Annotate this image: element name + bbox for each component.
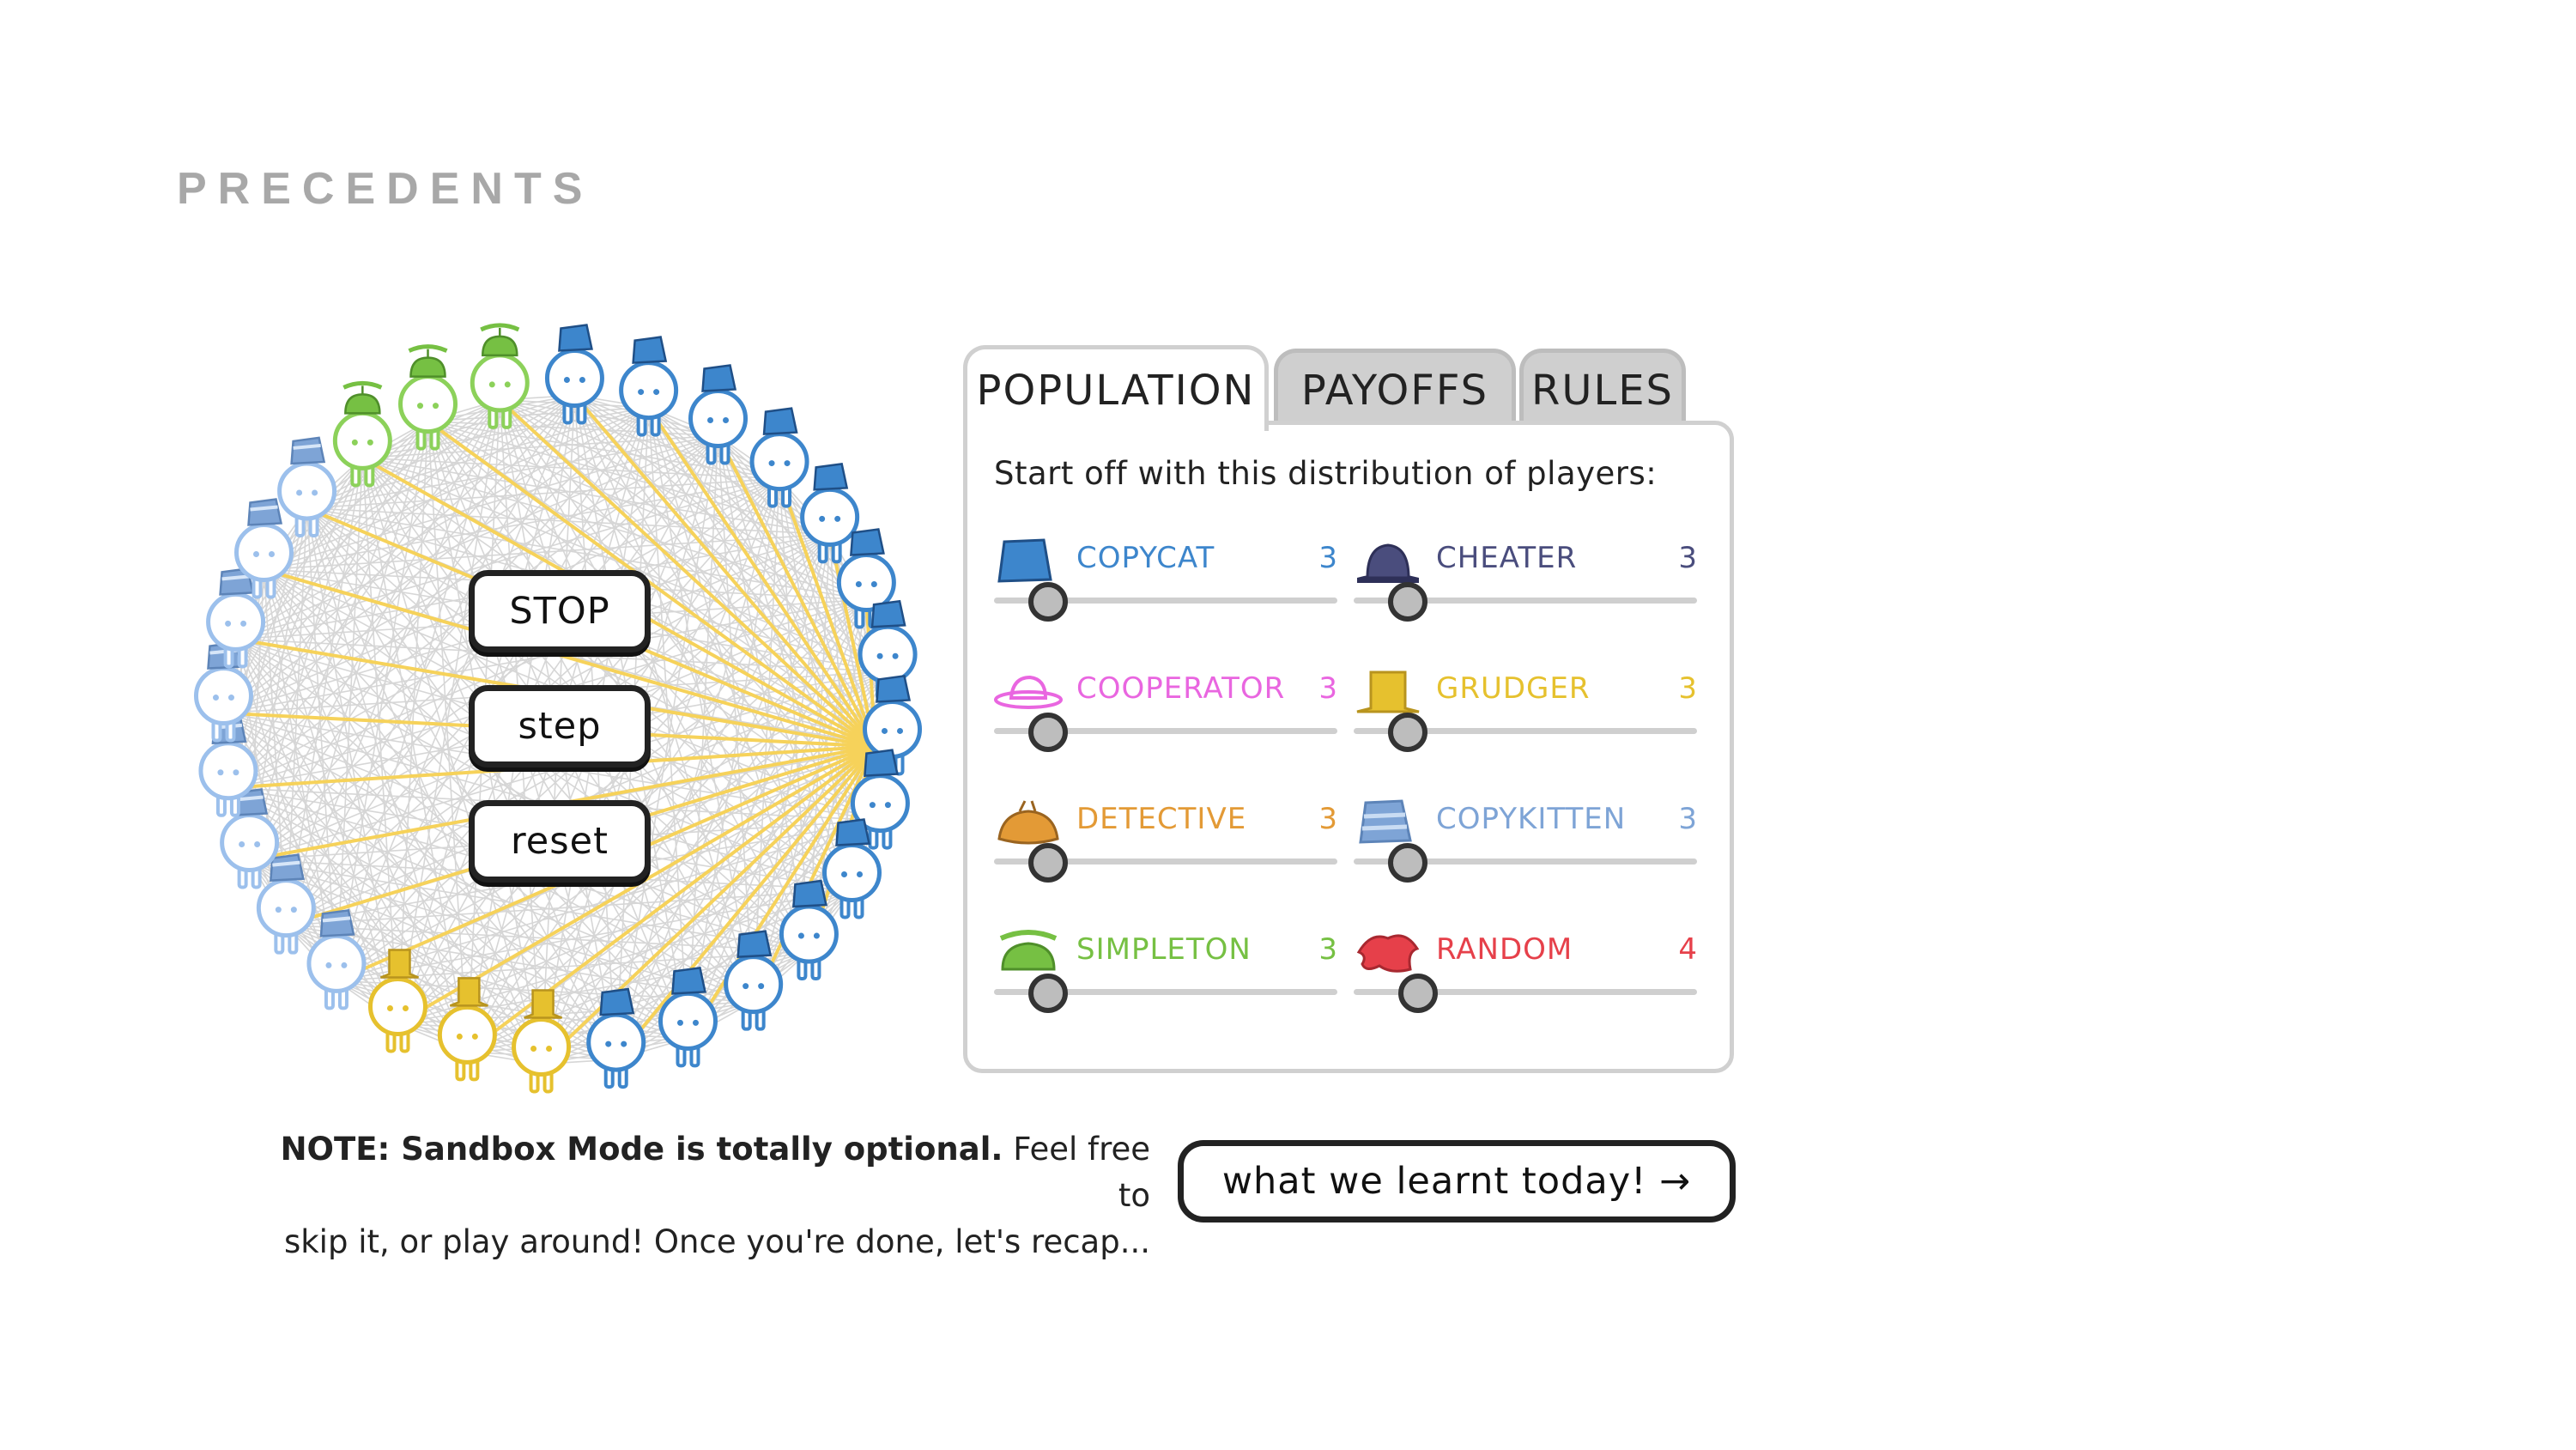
strategy-cooperator: COOPERATOR 3 xyxy=(994,661,1337,781)
tab-population[interactable]: POPULATION xyxy=(963,345,1269,431)
strategy-name: SIMPLETON xyxy=(1076,932,1252,967)
slider-track[interactable] xyxy=(1354,989,1697,995)
player-copycat xyxy=(658,966,718,1068)
slider-track[interactable] xyxy=(1354,598,1697,604)
strategy-count: 3 xyxy=(1678,541,1697,575)
player-copycat xyxy=(619,336,679,437)
strategy-count: 3 xyxy=(1678,802,1697,836)
player-copycat xyxy=(544,324,604,425)
slider-track[interactable] xyxy=(994,728,1337,734)
slider-track[interactable] xyxy=(1354,858,1697,865)
note-line2: skip it, or play around! Once you're don… xyxy=(283,1223,1150,1260)
strategy-cheater: CHEATER 3 xyxy=(1354,531,1697,651)
copycat-hat-icon xyxy=(997,538,1052,583)
slider-handle[interactable] xyxy=(1028,974,1068,1013)
player-copykitten xyxy=(306,909,367,1010)
strategy-copycat: COPYCAT 3 xyxy=(994,531,1337,651)
strategy-count: 3 xyxy=(1678,671,1697,706)
slider-handle[interactable] xyxy=(1028,582,1068,622)
slider-handle[interactable] xyxy=(1028,843,1068,883)
strategy-name: GRUDGER xyxy=(1436,671,1591,706)
cooperator-hat-icon xyxy=(994,675,1063,709)
recap-button[interactable]: what we learnt today! → xyxy=(1178,1140,1736,1222)
player-copycat xyxy=(586,987,646,1089)
slider-handle[interactable] xyxy=(1028,713,1068,752)
player-simpleton xyxy=(398,344,458,451)
player-copycat xyxy=(800,462,860,564)
panel-intro-text: Start off with this distribution of play… xyxy=(994,455,1658,492)
player-copycat xyxy=(779,879,839,981)
player-copykitten xyxy=(277,436,337,537)
player-copycat xyxy=(749,407,809,508)
slider-track[interactable] xyxy=(994,989,1337,995)
strategy-count: 3 xyxy=(1318,802,1337,836)
reset-button[interactable]: reset xyxy=(469,800,651,883)
player-grudger xyxy=(367,949,427,1053)
slider-handle[interactable] xyxy=(1388,582,1427,622)
player-copycat xyxy=(822,818,882,919)
player-simpleton xyxy=(470,323,530,429)
player-copykitten xyxy=(256,853,316,955)
simpleton-hat-icon xyxy=(999,930,1058,971)
player-grudger xyxy=(437,977,497,1082)
grudger-hat-icon xyxy=(1356,670,1420,713)
strategy-simpleton: SIMPLETON 3 xyxy=(994,922,1337,1042)
strategy-name: DETECTIVE xyxy=(1076,802,1247,836)
random-hat-icon xyxy=(1356,934,1420,973)
strategy-count: 4 xyxy=(1678,932,1697,967)
player-copycat xyxy=(688,364,749,465)
strategy-name: COPYCAT xyxy=(1076,541,1215,575)
step-button[interactable]: step xyxy=(469,685,651,767)
slider-handle[interactable] xyxy=(1388,843,1427,883)
slider-track[interactable] xyxy=(1354,728,1697,734)
slider-handle[interactable] xyxy=(1388,713,1427,752)
player-copycat xyxy=(858,599,918,701)
player-copykitten xyxy=(233,498,294,599)
strategy-count: 3 xyxy=(1318,932,1337,967)
strategy-count: 3 xyxy=(1318,671,1337,706)
strategy-copykitten: COPYKITTEN 3 xyxy=(1354,792,1697,912)
note-bold: NOTE: Sandbox Mode is totally optional. xyxy=(280,1131,1003,1168)
player-copykitten xyxy=(206,567,266,669)
population-panel xyxy=(963,421,1734,1073)
stop-button[interactable]: STOP xyxy=(469,570,651,652)
active-match-lines xyxy=(223,394,890,1065)
strategy-name: CHEATER xyxy=(1436,541,1578,575)
player-grudger xyxy=(512,989,572,1094)
strategy-grudger: GRUDGER 3 xyxy=(1354,661,1697,781)
player-copycat xyxy=(850,749,910,850)
player-copycat xyxy=(724,930,784,1031)
player-copykitten xyxy=(193,641,253,743)
player-simpleton xyxy=(332,380,392,488)
strategy-name: RANDOM xyxy=(1436,932,1573,967)
cheater-hat-icon xyxy=(1357,543,1419,583)
strategy-name: COPYKITTEN xyxy=(1436,802,1627,836)
note-line1-rest: Feel free to xyxy=(1003,1131,1150,1214)
slider-track[interactable] xyxy=(994,858,1337,865)
strategy-name: COOPERATOR xyxy=(1076,671,1286,706)
tab-rules[interactable]: RULES xyxy=(1519,349,1686,428)
strategy-count: 3 xyxy=(1318,541,1337,575)
detective-hat-icon xyxy=(997,800,1059,845)
page-title: PRECEDENTS xyxy=(177,164,594,214)
sandbox-note: NOTE: Sandbox Mode is totally optional. … xyxy=(258,1126,1150,1265)
slider-handle[interactable] xyxy=(1398,974,1438,1013)
tab-payoffs[interactable]: PAYOFFS xyxy=(1274,349,1516,428)
strategy-random: RANDOM 4 xyxy=(1354,922,1697,1042)
copykitten-hat-icon xyxy=(1359,799,1412,844)
slider-track[interactable] xyxy=(994,598,1337,604)
strategy-detective: DETECTIVE 3 xyxy=(994,792,1337,912)
